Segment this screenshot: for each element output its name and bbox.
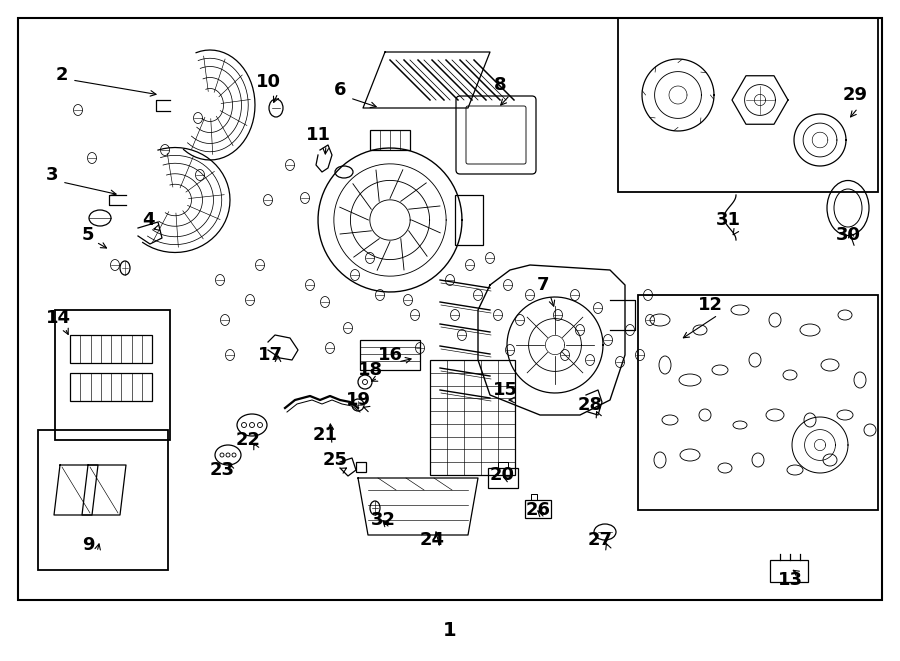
Text: 29: 29 (842, 86, 868, 104)
Text: 26: 26 (526, 501, 551, 519)
Text: 14: 14 (46, 309, 70, 327)
Text: 20: 20 (490, 466, 515, 484)
Text: 24: 24 (419, 531, 445, 549)
Bar (38, 430, 168, 570)
Text: 7: 7 (536, 276, 549, 294)
Text: 19: 19 (346, 391, 371, 409)
Bar (488, 468, 518, 488)
Text: 15: 15 (492, 381, 517, 399)
Text: 12: 12 (698, 296, 723, 314)
Text: 13: 13 (778, 571, 803, 589)
Text: 5: 5 (82, 226, 94, 244)
Bar (70, 373, 152, 401)
Text: 11: 11 (305, 126, 330, 144)
Text: 10: 10 (256, 73, 281, 91)
Text: 3: 3 (46, 166, 58, 184)
Text: 23: 23 (210, 461, 235, 479)
Text: 31: 31 (716, 211, 741, 229)
Text: 21: 21 (312, 426, 338, 444)
Text: 25: 25 (322, 451, 347, 469)
Text: 2: 2 (56, 66, 68, 84)
Text: 18: 18 (357, 361, 382, 379)
Bar (360, 340, 420, 370)
Bar (618, 18, 878, 192)
Bar (638, 295, 878, 510)
Text: 22: 22 (236, 431, 260, 449)
Bar (70, 335, 152, 363)
Bar (770, 560, 808, 582)
Bar (454, 195, 482, 245)
Bar (18, 18, 882, 600)
Text: 32: 32 (371, 511, 395, 529)
Bar (356, 462, 366, 472)
Text: 30: 30 (835, 226, 860, 244)
Text: 17: 17 (257, 346, 283, 364)
Text: 1: 1 (443, 621, 457, 639)
Text: 27: 27 (588, 531, 613, 549)
Text: 8: 8 (494, 76, 507, 94)
Bar (55, 310, 170, 440)
Bar (370, 130, 410, 150)
Text: 4: 4 (142, 211, 154, 229)
Text: 6: 6 (334, 81, 346, 99)
Bar (525, 500, 551, 518)
Bar (430, 360, 515, 475)
Text: 28: 28 (578, 396, 603, 414)
Text: 16: 16 (377, 346, 402, 364)
Text: 9: 9 (82, 536, 94, 554)
